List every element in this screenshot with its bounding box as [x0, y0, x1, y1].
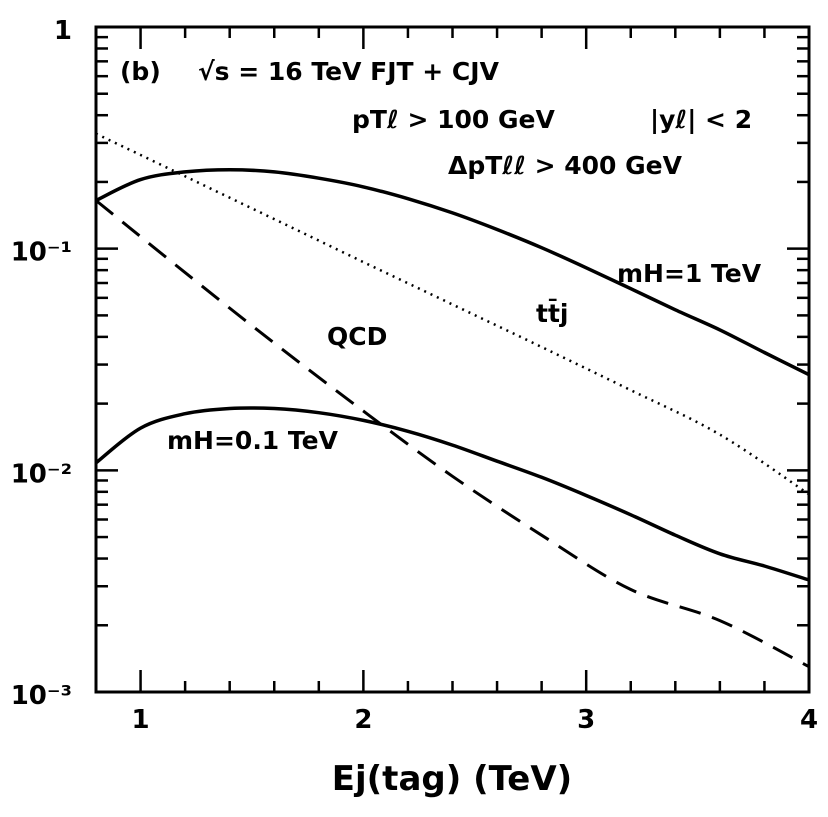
series-qcd	[95, 199, 810, 669]
x-tick-label: 2	[354, 705, 372, 735]
ticks-layer	[94, 25, 811, 694]
panel-label: (b)	[120, 57, 161, 86]
plot-frame	[94, 25, 811, 694]
x-tick-label: 1	[132, 705, 150, 735]
x-tick-label: 3	[577, 705, 595, 735]
y-tick-label: 1	[54, 16, 72, 46]
series-label-mh01: mH=0.1 TeV	[167, 426, 339, 455]
y-tick-label: 10⁻²	[11, 459, 72, 489]
x-tick-label: 4	[800, 705, 818, 735]
series-label-qcd: QCD	[327, 322, 387, 351]
labels-layer: 1 2 3 4 10⁻³ 10⁻² 10⁻¹ 1	[11, 16, 818, 735]
series-mh-0.1tev	[94, 406, 810, 582]
series-label-mh1: mH=1 TeV	[617, 259, 762, 288]
y-tick-label: 10⁻³	[11, 681, 72, 711]
cut-pt: pTℓ > 100 GeV	[352, 105, 555, 134]
y-tick-label: 10⁻¹	[11, 238, 72, 268]
chart-title: √s = 16 TeV FJT + CJV	[198, 57, 500, 86]
cut-y: |yℓ| < 2	[650, 105, 752, 134]
series-layer	[94, 132, 810, 669]
x-axis-title: Ej(tag) (TeV)	[332, 759, 572, 799]
series-mh-1tev	[95, 167, 810, 377]
series-label-ttj: tt̄j	[536, 297, 568, 328]
cut-dpt: ΔpTℓℓ > 400 GeV	[448, 151, 683, 180]
